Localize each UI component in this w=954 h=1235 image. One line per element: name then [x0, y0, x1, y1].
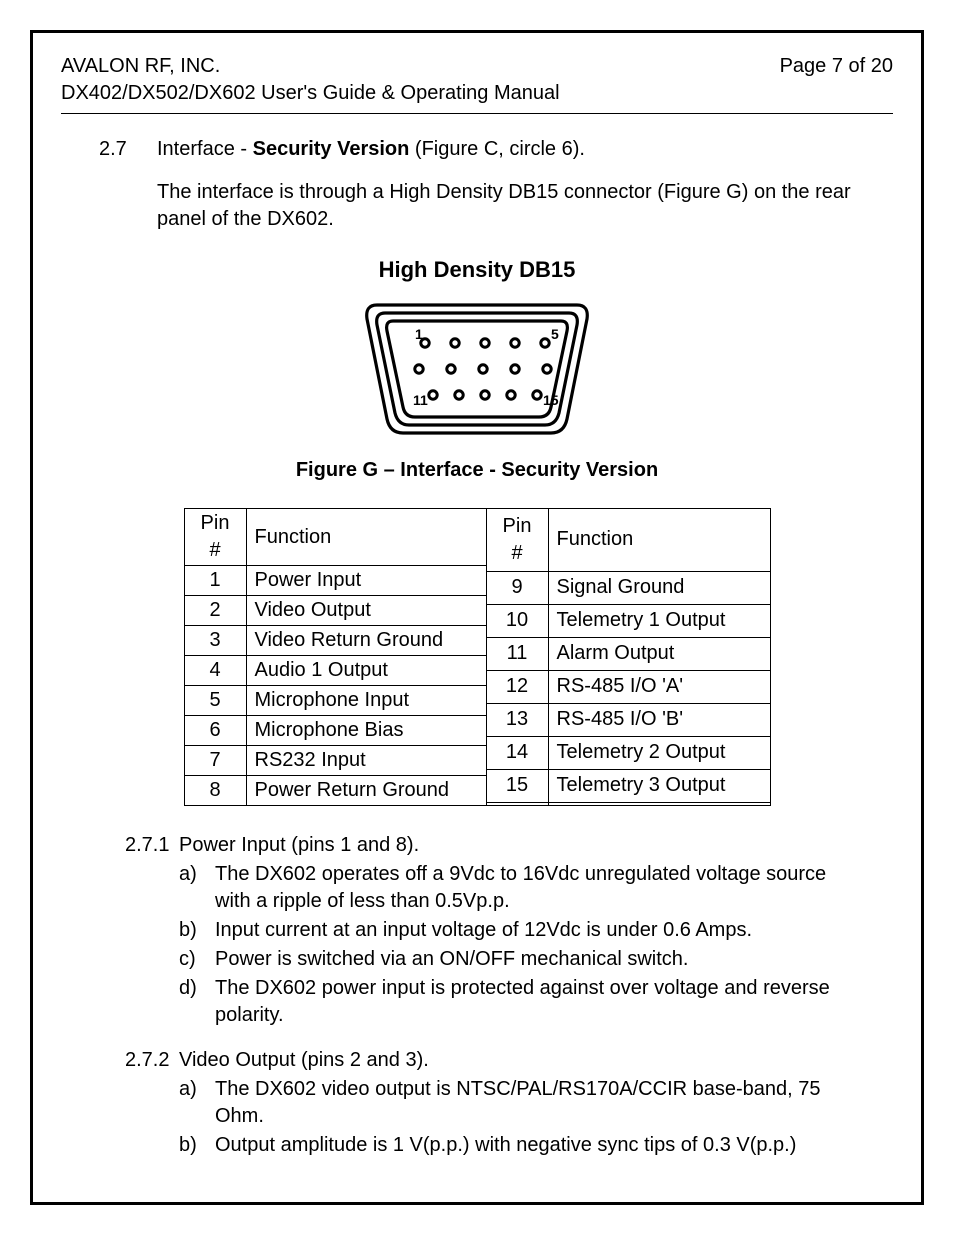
pin-table-wrapper: Pin # Function 1Power Input 2Video Outpu… — [184, 508, 771, 806]
list-item: c)Power is switched via an ON/OFF mechan… — [179, 946, 863, 973]
subsection-title: 2.7.1 Power Input (pins 1 and 8). — [125, 832, 863, 859]
section-heading: 2.7 Interface - Security Version (Figure… — [99, 138, 893, 161]
header-pin: Pin # — [486, 509, 548, 572]
table-row: Pin # Function — [486, 509, 770, 572]
list-item: d)The DX602 power input is protected aga… — [179, 975, 863, 1029]
section-title: Interface - Security Version (Figure C, … — [157, 138, 585, 161]
section-title-bold: Security Version — [253, 138, 410, 160]
table-row: 2Video Output — [184, 596, 486, 626]
subsection-list: a)The DX602 video output is NTSC/PAL/RS1… — [179, 1076, 863, 1159]
company-name: AVALON RF, INC. — [61, 53, 560, 80]
table-row: 6Microphone Bias — [184, 716, 486, 746]
table-row: 7RS232 Input — [184, 746, 486, 776]
subsection-number: 2.7.1 — [125, 832, 179, 859]
figure-block: High Density DB15 1 5 11 1 — [61, 257, 893, 482]
table-row: 12RS-485 I/O 'A' — [486, 670, 770, 703]
pin-table-left: Pin # Function 1Power Input 2Video Outpu… — [184, 508, 487, 806]
header-func: Function — [246, 509, 486, 566]
pin-label-1: 1 — [415, 326, 423, 342]
page-header: AVALON RF, INC. DX402/DX502/DX602 User's… — [61, 53, 893, 114]
subsection-2-7-1: 2.7.1 Power Input (pins 1 and 8). a)The … — [125, 832, 863, 1029]
table-row: 13RS-485 I/O 'B' — [486, 703, 770, 736]
doc-title: DX402/DX502/DX602 User's Guide & Operati… — [61, 80, 560, 107]
section-number: 2.7 — [99, 138, 157, 161]
db15-connector-diagram: 1 5 11 15 — [347, 291, 607, 441]
table-row — [486, 802, 770, 805]
subsection-list: a)The DX602 operates off a 9Vdc to 16Vdc… — [179, 861, 863, 1029]
pin-label-11: 11 — [413, 392, 428, 408]
subsection-title: 2.7.2 Video Output (pins 2 and 3). — [125, 1047, 863, 1074]
table-row: 11Alarm Output — [486, 637, 770, 670]
table-row: 14Telemetry 2 Output — [486, 736, 770, 769]
table-row: 5Microphone Input — [184, 686, 486, 716]
figure-caption: Figure G – Interface - Security Version — [61, 459, 893, 482]
subsection-number: 2.7.2 — [125, 1047, 179, 1074]
table-row: 15Telemetry 3 Output — [486, 769, 770, 802]
table-row: Pin # Function — [184, 509, 486, 566]
section-description: The interface is through a High Density … — [157, 179, 853, 233]
list-item: a)The DX602 operates off a 9Vdc to 16Vdc… — [179, 861, 863, 915]
pin-label-15: 15 — [543, 392, 559, 408]
page-frame: AVALON RF, INC. DX402/DX502/DX602 User's… — [30, 30, 924, 1205]
subsection-heading: Power Input (pins 1 and 8). — [179, 832, 419, 859]
header-left: AVALON RF, INC. DX402/DX502/DX602 User's… — [61, 53, 560, 107]
figure-title: High Density DB15 — [61, 257, 893, 283]
table-row: 9Signal Ground — [486, 571, 770, 604]
table-row: 10Telemetry 1 Output — [486, 604, 770, 637]
pin-table-right: Pin # Function 9Signal Ground 10Telemetr… — [486, 508, 771, 806]
section-title-post: (Figure C, circle 6). — [409, 138, 585, 160]
subsection-2-7-2: 2.7.2 Video Output (pins 2 and 3). a)The… — [125, 1047, 863, 1159]
list-item: b)Output amplitude is 1 V(p.p.) with neg… — [179, 1132, 863, 1159]
section-title-pre: Interface - — [157, 138, 253, 160]
header-pin: Pin # — [184, 509, 246, 566]
table-row: 1Power Input — [184, 566, 486, 596]
page-number: Page 7 of 20 — [780, 53, 893, 107]
table-row: 3Video Return Ground — [184, 626, 486, 656]
list-item: b)Input current at an input voltage of 1… — [179, 917, 863, 944]
header-func: Function — [548, 509, 770, 572]
table-row: 4Audio 1 Output — [184, 656, 486, 686]
list-item: a)The DX602 video output is NTSC/PAL/RS1… — [179, 1076, 863, 1130]
pin-label-5: 5 — [551, 326, 559, 342]
subsection-heading: Video Output (pins 2 and 3). — [179, 1047, 429, 1074]
table-row: 8Power Return Ground — [184, 776, 486, 806]
